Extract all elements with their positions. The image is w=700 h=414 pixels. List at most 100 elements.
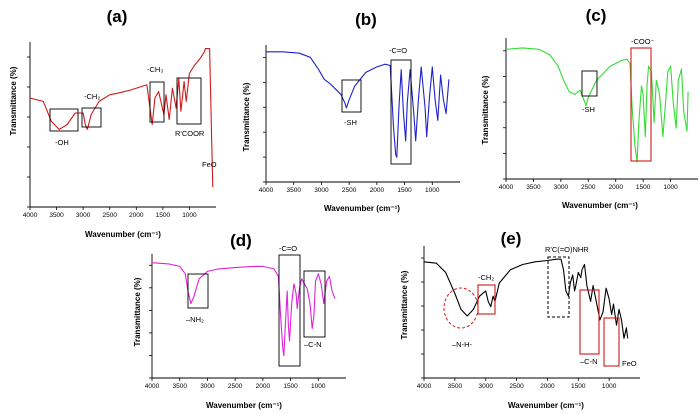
panel-b-plot: 4000 3500 3000 2500 2000 1500 1000 — [259, 45, 460, 194]
panel-a-feo-label: FeO — [202, 160, 217, 169]
panel-a-xtick-label: 3500 — [49, 212, 64, 219]
panel-e-ch2-box — [477, 284, 496, 315]
panel-e-xtick-label: 1000 — [602, 383, 617, 390]
panel-a-xlabel: Wavenumber (cm⁻¹) — [85, 230, 161, 239]
panel-d-co-box — [278, 254, 301, 367]
panel-b-xtick-label: 2000 — [370, 187, 385, 194]
panel-e-xlabel: Wavenumber (cm⁻¹) — [508, 401, 584, 410]
panel-a-xtick-label: 4000 — [23, 212, 38, 219]
panel-b-xtick-label: 3500 — [286, 187, 301, 194]
panel-a-annotations: -OH -CH₂ -CH₃ R'COOR FeO — [49, 65, 217, 169]
panel-d-xlabel: Wavenumber (cm⁻¹) — [206, 401, 282, 410]
panel-d-xtick-label: 2000 — [256, 383, 271, 390]
panel-c-xtick-label: 3500 — [526, 184, 541, 191]
panel-c-annotations: -SH -COO⁻ — [581, 37, 655, 162]
panel-c-sh-label: -SH — [582, 105, 595, 114]
panel-a-ester-label: R'COOR — [175, 129, 205, 138]
panel-a-oh-label: -OH — [55, 138, 69, 147]
panel-c-xtick-label: 1000 — [663, 184, 678, 191]
panel-c-xtick-label: 2500 — [581, 184, 596, 191]
panel-d-nh2-label: –NH₂ — [186, 315, 204, 324]
panel-d-xtick-label: 2500 — [228, 383, 243, 390]
panel-c-ylabel: Transmittance (%) — [481, 75, 490, 144]
panel-e-ylabel: Transmittance (%) — [400, 270, 409, 339]
panel-c-coo-label: -COO⁻ — [631, 37, 655, 46]
panel-e-letter: (e) — [501, 229, 522, 248]
panel-e-feo-box — [603, 317, 620, 367]
panel-d-cn-box — [303, 270, 326, 338]
panel-b-xtick-label: 2500 — [342, 187, 357, 194]
panel-d-annotations: –NH₂ -C=O –C-N — [186, 244, 326, 367]
panel-b-co-box — [390, 59, 412, 165]
panel-c-plot: 4000 3500 3000 2500 2000 1500 1000 — [499, 38, 698, 191]
panel-c-xtick-label: 2000 — [608, 184, 623, 191]
panel-d-xtick-label: 1000 — [311, 383, 326, 390]
panel-e-nh-label: –N-H- — [452, 340, 473, 349]
panel-e-cn-label: –C-N — [580, 357, 598, 366]
panel-e-feo-label: FeO — [622, 359, 637, 368]
panel-b-spectrum-line — [266, 51, 450, 158]
panel-b-annotations: -SH -C=O — [341, 46, 412, 165]
panel-c-letter: (c) — [586, 6, 607, 25]
panel-d-xtick-label: 4000 — [145, 383, 160, 390]
panel-a-xtick-label: 3000 — [76, 212, 91, 219]
panel-a-plot: 4000 3500 3000 2500 2000 1500 1000 — [23, 42, 216, 219]
panel-a-oh-box — [49, 108, 79, 132]
panel-c-spectrum-line — [505, 47, 689, 163]
panel-e-cn-box — [579, 289, 600, 355]
panel-e-annotations: –N-H- -CH₂ R'C(=O)NHR –C-N FeO — [443, 245, 637, 368]
panel-d-xtick-label: 3500 — [172, 383, 187, 390]
panel-b-sh-box — [341, 79, 362, 113]
panel-a-ch3-label: -CH₃ — [147, 65, 163, 74]
panel-e-amide-label: R'C(=O)NHR — [545, 245, 589, 254]
panel-b-xtick-label: 3000 — [314, 187, 329, 194]
panel-e-xtick-label: 2500 — [509, 383, 524, 390]
panel-e-xtick-label: 4000 — [417, 383, 432, 390]
panel-d-letter: (d) — [230, 231, 252, 250]
panel-b: (b) Transmittance (%) Wavenumber (cm⁻¹) … — [242, 10, 460, 213]
panel-c-sh-box — [581, 70, 598, 97]
panel-a-ch3-box — [149, 81, 165, 123]
panel-a-ch2-label: -CH₂ — [84, 92, 100, 101]
panel-d-spectrum-line — [151, 262, 336, 357]
panel-e-spectrum-line — [423, 258, 629, 339]
panel-e-ch2-label: -CH₂ — [478, 273, 494, 282]
panel-a-xtick-label: 1000 — [182, 212, 197, 219]
panel-b-xtick-label: 1000 — [425, 187, 440, 194]
panel-c-coo-box — [630, 47, 652, 162]
panel-c-xlabel: Wavenumber (cm⁻¹) — [562, 201, 638, 210]
panel-a-spectrum-line — [29, 48, 214, 188]
panel-d-nh2-box — [187, 273, 209, 309]
panel-d-plot: 4000 3500 3000 2500 2000 1500 1000 — [145, 254, 346, 390]
panel-a-xtick-label: 2000 — [129, 212, 144, 219]
panel-d-xtick-label: 1500 — [283, 383, 298, 390]
panel-b-letter: (b) — [355, 10, 377, 29]
panel-b-sh-label: -SH — [344, 118, 357, 127]
panel-d-co-label: -C=O — [279, 244, 297, 253]
panel-a-ch2-box — [81, 107, 102, 128]
panel-c-xtick-label: 3000 — [554, 184, 569, 191]
panel-c: (c) Transmittance (%) Wavenumber (cm⁻¹) … — [481, 6, 698, 210]
panel-a-xtick-label: 1500 — [156, 212, 171, 219]
panel-d-xtick-label: 3000 — [200, 383, 215, 390]
panel-c-xtick-label: 4000 — [499, 184, 514, 191]
panel-b-co-label: -C=O — [389, 46, 407, 55]
panel-c-xtick-label: 1500 — [636, 184, 651, 191]
panel-a: (a) Transmittance (%) Wavenumber (cm⁻¹) … — [9, 7, 217, 239]
panel-e-amide-box — [547, 256, 570, 318]
panel-a-ester-box — [176, 77, 202, 125]
panel-e-plot: 4000 3500 3000 2500 2000 1500 1000 — [417, 246, 640, 390]
panel-e-xtick-label: 3500 — [448, 383, 463, 390]
panel-d: (d) Transmittance (%) Wavenumber (cm⁻¹) … — [133, 231, 346, 410]
panel-b-xtick-label: 4000 — [259, 187, 274, 194]
panel-b-ylabel: Transmittance (%) — [242, 82, 251, 151]
panel-e-xtick-label: 1500 — [571, 383, 586, 390]
panel-b-xlabel: Wavenumber (cm⁻¹) — [324, 204, 400, 213]
panel-d-cn-label: –C-N — [304, 340, 322, 349]
panel-a-ylabel: Transmittance (%) — [9, 66, 18, 135]
panel-a-xtick-label: 2500 — [102, 212, 117, 219]
panel-e: (e) Transmittance (%) Wavenumber (cm⁻¹) … — [400, 229, 640, 410]
panel-d-ylabel: Transmittance (%) — [133, 277, 142, 346]
panel-b-xtick-label: 1500 — [397, 187, 412, 194]
